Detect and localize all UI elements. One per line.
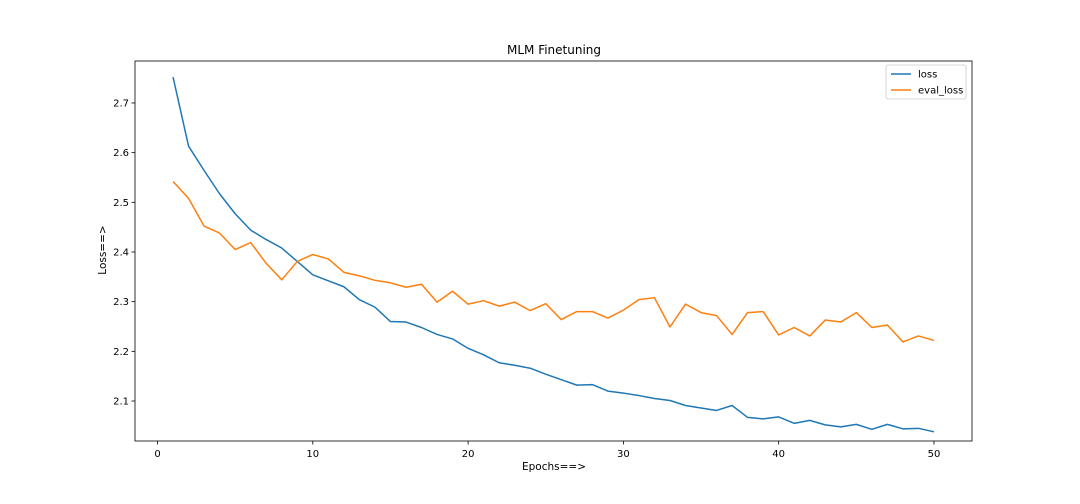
series-line-loss xyxy=(172,76,935,433)
x-axis: 0 10 20 30 40 50 xyxy=(154,441,940,460)
y-axis-label: Loss==> xyxy=(97,225,109,274)
y-tick-label: 2.6 xyxy=(113,148,129,159)
y-tick-label: 2.3 xyxy=(113,297,129,308)
plot-area xyxy=(134,60,973,442)
y-tick-label: 2.2 xyxy=(113,347,129,358)
x-tick-label: 10 xyxy=(306,449,319,460)
x-tick-label: 50 xyxy=(928,449,941,460)
y-tick-label: 2.4 xyxy=(113,247,129,258)
legend-label-loss: loss xyxy=(918,70,937,81)
y-tick-label: 2.7 xyxy=(113,98,129,109)
x-tick-label: 20 xyxy=(462,449,475,460)
y-tick-label: 2.5 xyxy=(113,198,129,209)
legend: loss eval_loss xyxy=(885,64,967,100)
series-line-eval-loss xyxy=(172,180,935,343)
legend-label-eval-loss: eval_loss xyxy=(918,86,963,97)
x-tick-label: 40 xyxy=(772,449,785,460)
chart-title: MLM Finetuning xyxy=(507,43,601,57)
x-tick-label: 0 xyxy=(154,449,160,460)
x-tick-label: 30 xyxy=(617,449,630,460)
x-axis-label: Epochs==> xyxy=(522,461,586,473)
y-axis: 2.1 2.2 2.3 2.4 2.5 2.6 2.7 xyxy=(113,98,135,408)
plot-frame xyxy=(134,60,973,442)
y-tick-label: 2.1 xyxy=(113,397,129,408)
